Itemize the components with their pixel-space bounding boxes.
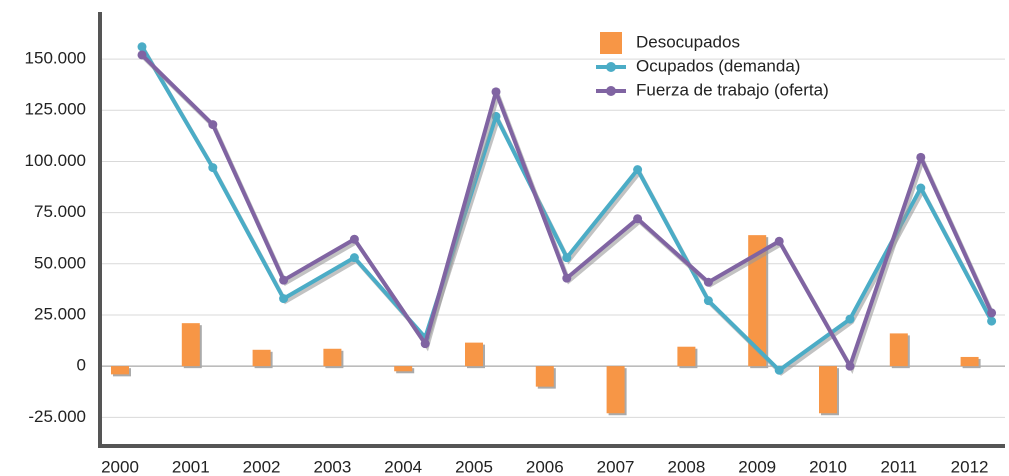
point: [562, 253, 572, 263]
x-tick-label: 2002: [243, 457, 281, 476]
y-tick-label: 25.000: [34, 304, 86, 323]
point: [845, 314, 855, 324]
y-tick-label: 125.000: [25, 100, 86, 119]
legend-swatch: [606, 86, 616, 96]
bar: [535, 366, 554, 387]
x-tick-label: 2012: [951, 457, 989, 476]
bar: [465, 342, 483, 367]
x-tick-label: 2000: [101, 457, 139, 476]
point: [916, 183, 926, 193]
bar: [394, 366, 413, 372]
point: [633, 165, 643, 175]
bar: [111, 366, 129, 375]
legend-label: Fuerza de trabajo (oferta): [636, 80, 829, 99]
point: [279, 294, 289, 304]
legend-label: Ocupados (demanda): [636, 56, 800, 75]
bar: [960, 356, 979, 367]
x-tick-label: 2004: [384, 457, 422, 476]
point: [987, 316, 997, 326]
x-tick-label: 2010: [809, 457, 847, 476]
point: [137, 42, 147, 52]
point: [208, 163, 218, 173]
y-tick-label: 50.000: [34, 253, 86, 272]
x-tick-label: 2001: [172, 457, 210, 476]
x-tick-label: 2009: [738, 457, 776, 476]
bar: [677, 346, 696, 367]
point: [703, 277, 713, 287]
bar: [323, 348, 342, 367]
point: [774, 236, 784, 246]
x-tick-label: 2007: [597, 457, 635, 476]
point: [279, 275, 289, 285]
point: [349, 234, 359, 244]
y-tick-label: 0: [77, 356, 86, 375]
y-tick-label: 150.000: [25, 49, 86, 68]
bar: [819, 366, 837, 414]
point: [987, 308, 997, 318]
point: [845, 361, 855, 371]
y-tick-label: 75.000: [34, 202, 86, 221]
point: [633, 214, 643, 224]
x-tick-label: 2008: [667, 457, 705, 476]
x-tick-label: 2006: [526, 457, 564, 476]
y-tick-label: 100.000: [25, 151, 86, 170]
bar: [606, 366, 625, 414]
point: [349, 253, 359, 263]
legend-swatch: [600, 32, 622, 54]
point: [774, 365, 784, 375]
point: [137, 50, 147, 60]
x-tick-label: 2003: [313, 457, 351, 476]
legend-swatch: [606, 62, 616, 72]
bar: [252, 349, 271, 367]
bar: [889, 333, 908, 367]
point: [208, 120, 218, 130]
point: [562, 273, 572, 283]
legend-label: Desocupados: [636, 32, 740, 51]
x-tick-label: 2005: [455, 457, 493, 476]
point: [703, 296, 713, 306]
bar: [748, 235, 767, 367]
point: [491, 87, 501, 97]
line: [140, 53, 994, 369]
y-tick-label: -25.000: [28, 407, 86, 426]
point: [916, 152, 926, 162]
point: [420, 339, 430, 349]
bar: [181, 323, 200, 367]
x-tick-label: 2011: [881, 457, 918, 476]
